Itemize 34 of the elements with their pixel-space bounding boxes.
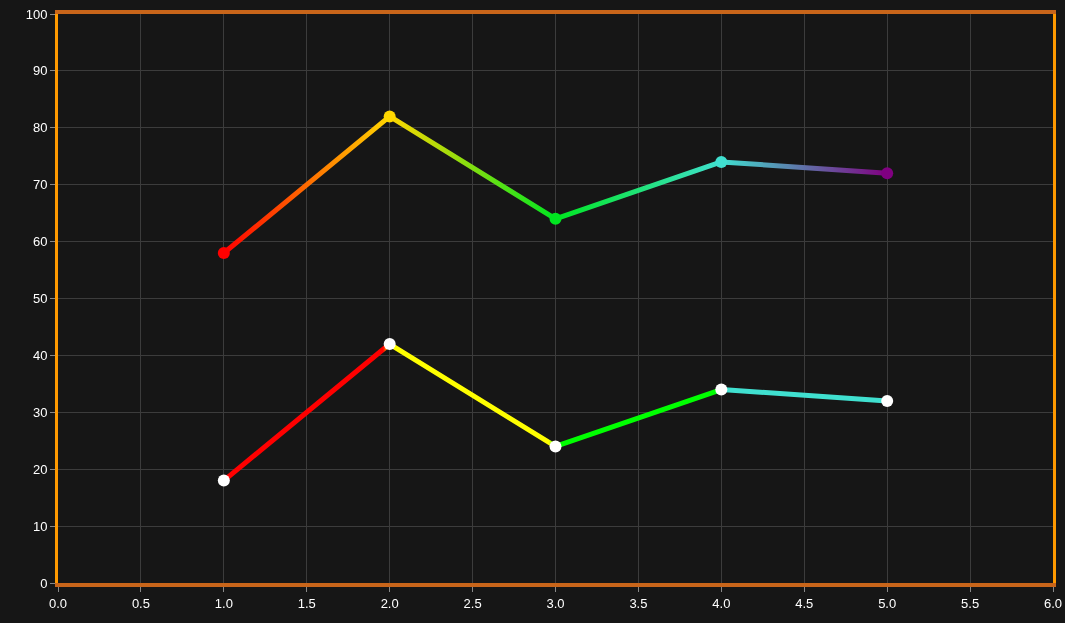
x-tick-label: 5.5: [961, 595, 980, 611]
point: [715, 155, 728, 168]
y-tick-label: 10: [32, 518, 48, 534]
y-tick-label: 80: [32, 120, 48, 136]
point: [383, 110, 396, 123]
x-tick-label: 6.0: [1043, 595, 1063, 611]
x-tick-label: 5.0: [878, 595, 897, 611]
y-tick-label: 50: [32, 291, 48, 307]
x-tick-label: 1.0: [214, 595, 233, 611]
point: [715, 383, 728, 396]
point: [881, 167, 894, 180]
y-tick-label: 30: [32, 404, 48, 420]
x-tick-label: 3.5: [629, 595, 648, 611]
x-tick-label: 3.0: [546, 595, 565, 611]
point: [549, 440, 562, 453]
point: [881, 394, 894, 407]
y-tick-label: 60: [32, 234, 48, 250]
y-tick-label: 40: [32, 347, 48, 363]
point: [217, 246, 230, 259]
y-tick-label: 100: [25, 6, 48, 22]
x-tick-label: 4.5: [795, 595, 814, 611]
y-tick-label: 0: [40, 575, 48, 591]
point: [549, 212, 562, 225]
point: [383, 338, 396, 351]
y-tick-label: 90: [32, 63, 48, 79]
x-tick-label: 0.5: [131, 595, 150, 611]
y-tick-label: 20: [32, 461, 48, 477]
x-tick-label: 2.5: [463, 595, 482, 611]
x-tick-label: 2.0: [380, 595, 399, 611]
x-tick-label: 0.0: [48, 595, 68, 611]
x-tick-label: 4.0: [712, 595, 731, 611]
x-tick-label: 1.5: [297, 595, 316, 611]
point: [217, 474, 230, 487]
y-tick-label: 70: [32, 177, 48, 193]
